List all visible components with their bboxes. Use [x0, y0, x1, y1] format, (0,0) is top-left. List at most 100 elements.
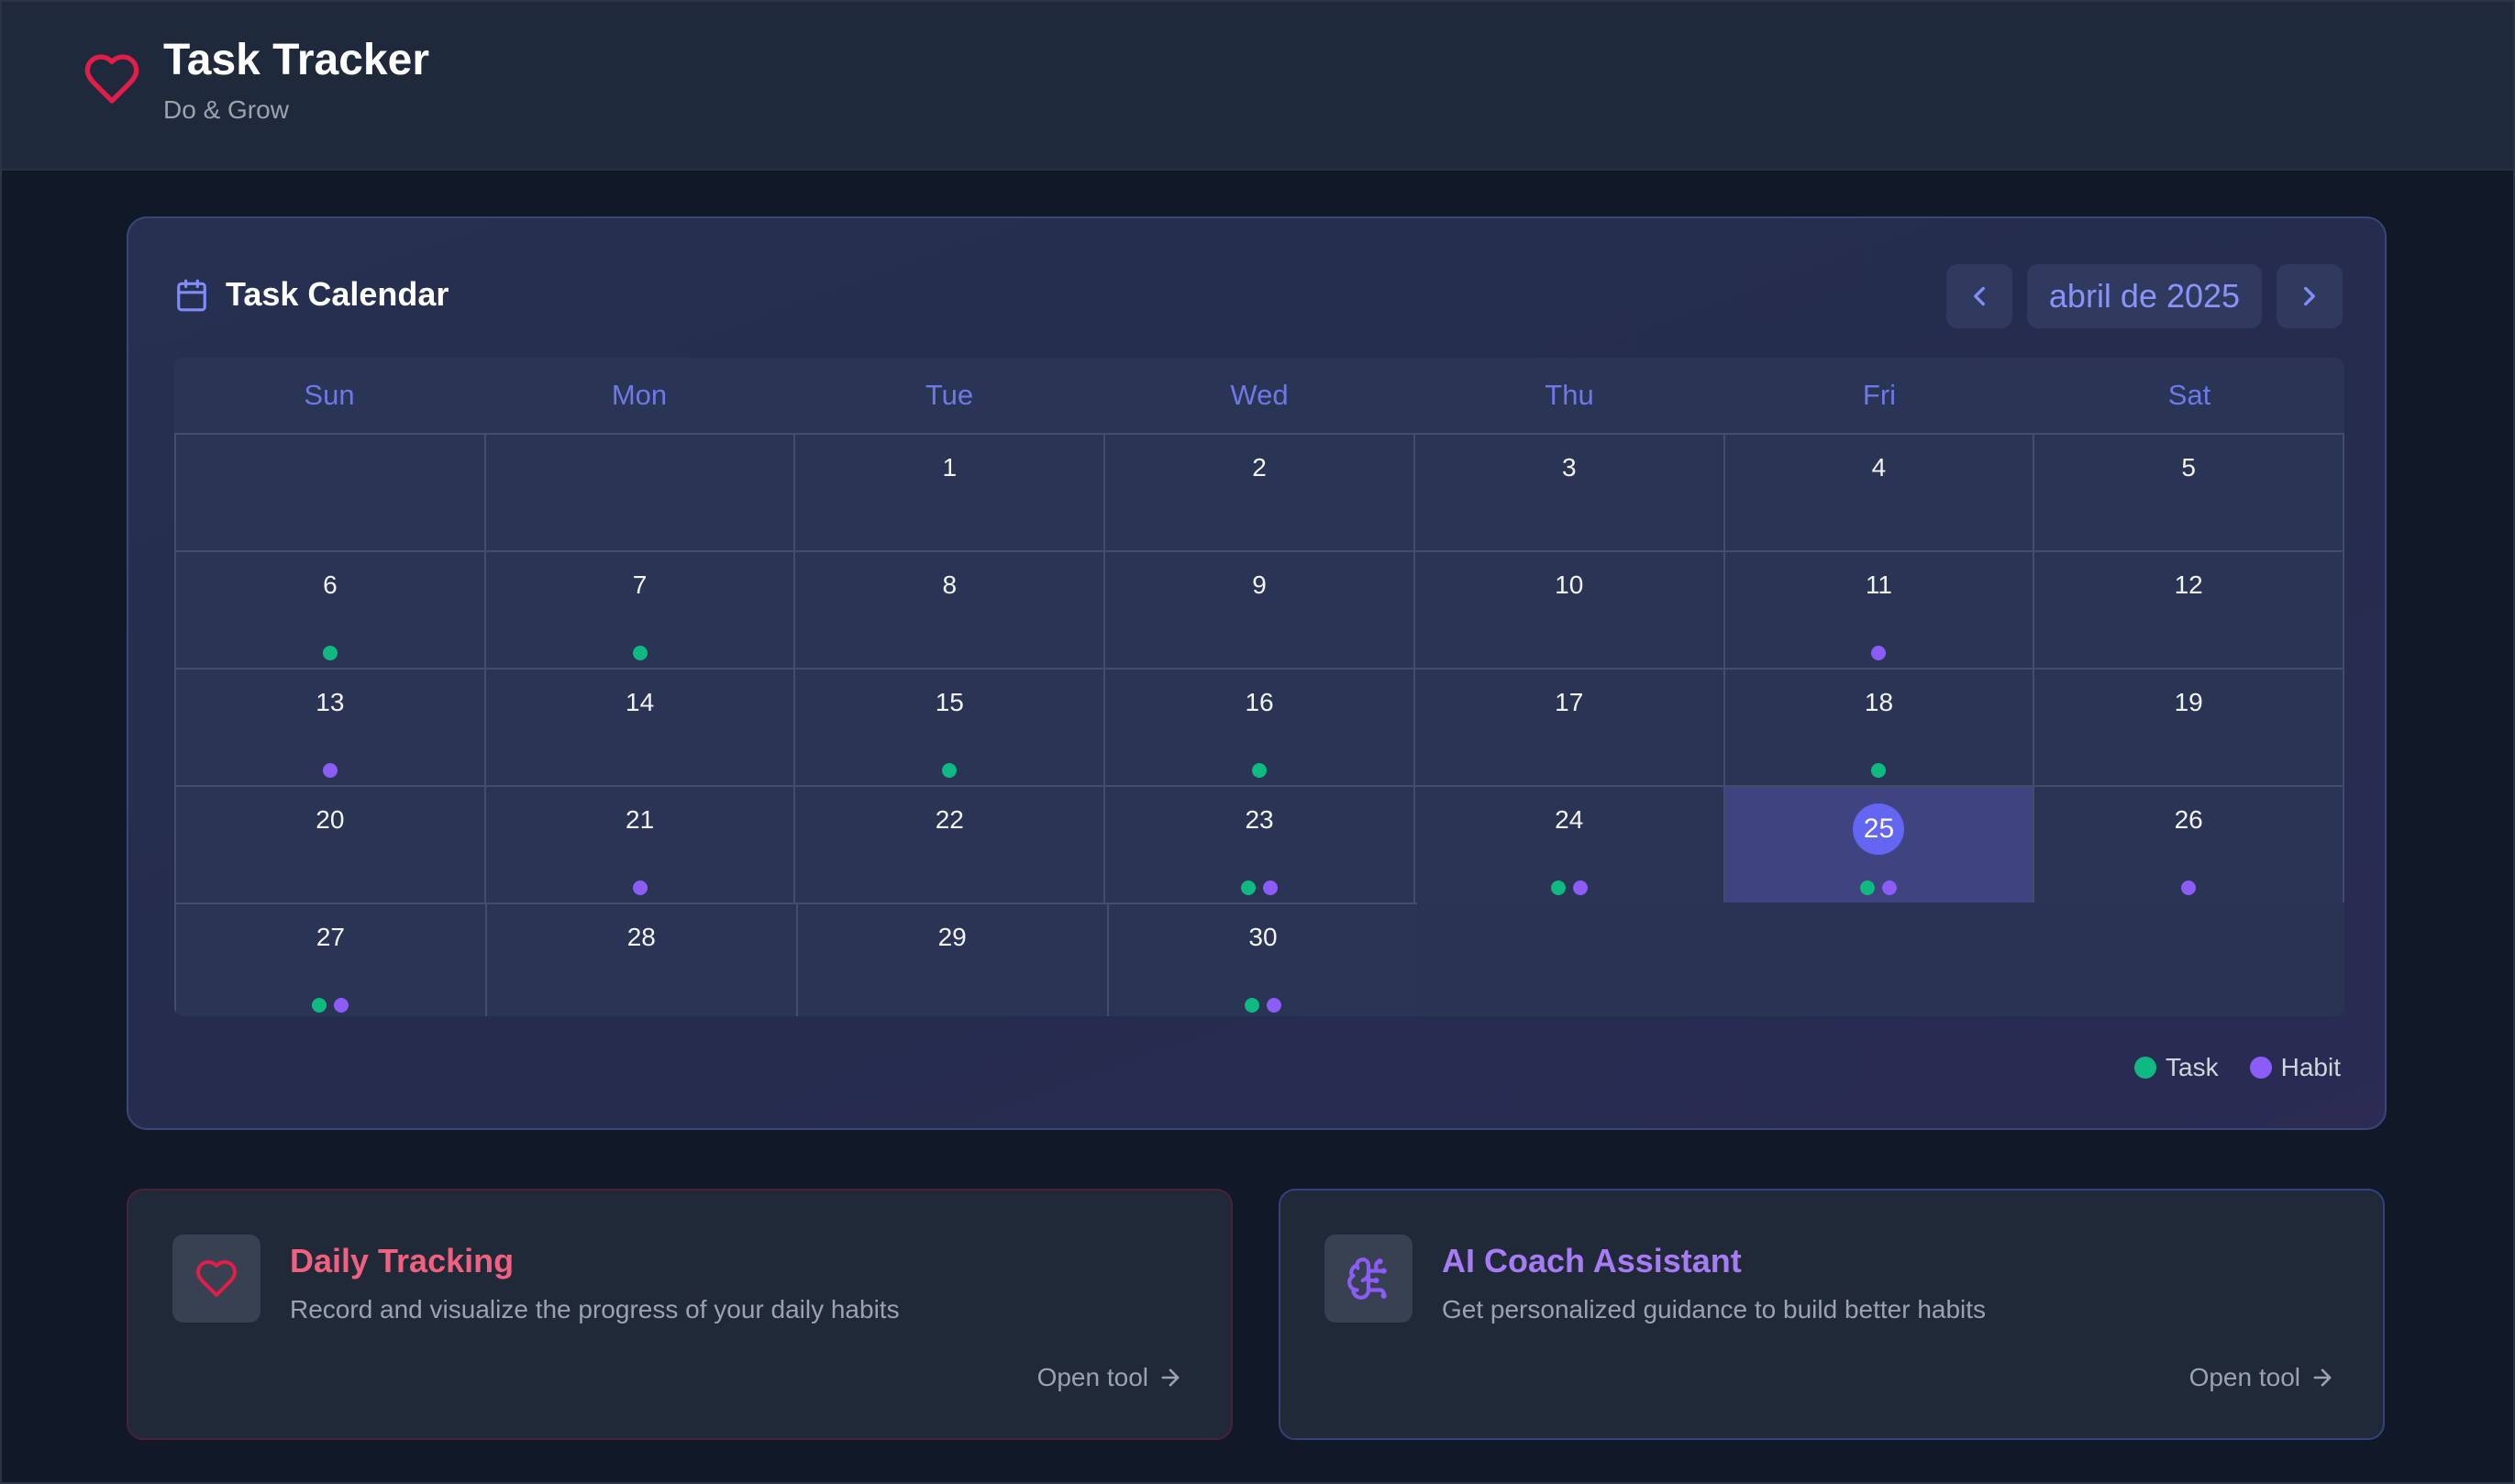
legend-task-label: Task [2166, 1053, 2219, 1081]
open-tool-link[interactable]: Open tool [1037, 1363, 1183, 1392]
legend-habit-label: Habit [2280, 1053, 2341, 1081]
open-tool-link[interactable]: Open tool [2189, 1363, 2335, 1392]
calendar-day-cell[interactable]: 30 [1106, 903, 1418, 1016]
day-number: 24 [1555, 805, 1584, 834]
habit-dot [2181, 880, 2197, 895]
calendar-day-cell[interactable]: 27 [174, 903, 485, 1016]
calendar-day-cell[interactable]: 6 [174, 550, 484, 668]
task-dot [1871, 763, 1887, 778]
calendar-day-cell[interactable]: 7 [483, 550, 794, 668]
day-number: 15 [935, 688, 964, 716]
heart-icon [84, 54, 139, 104]
current-month-label[interactable]: abril de 2025 [2027, 264, 2262, 328]
next-month-button[interactable] [2277, 264, 2343, 328]
weekday-label: Mon [611, 379, 668, 411]
day-number: 11 [1865, 570, 1892, 599]
day-number: 30 [1248, 923, 1278, 951]
calendar-empty-area [1726, 903, 2036, 1016]
day-markers [1725, 646, 2033, 660]
calendar-legend: Task Habit [2134, 1053, 2341, 1082]
calendar-week-row: 20 21 22 23 24 25 26 [174, 785, 2344, 903]
calendar-day-cell[interactable]: 26 [2033, 785, 2344, 903]
calendar-day-cell[interactable]: 13 [174, 668, 484, 785]
calendar-day-cell[interactable]: 11 [1723, 550, 2033, 668]
day-markers [176, 998, 485, 1013]
calendar-day-cell[interactable]: 17 [1413, 668, 1723, 785]
calendar-day-cell[interactable]: 10 [1413, 550, 1723, 668]
task-dot [1860, 880, 1876, 895]
habit-dot [1572, 880, 1588, 895]
day-number: 4 [1871, 453, 1887, 482]
calendar-day-cell[interactable]: 3 [1413, 433, 1723, 550]
weekday-label: Thu [1545, 379, 1594, 411]
calendar-empty-cell [174, 433, 484, 550]
calendar-day-cell[interactable]: 2 [1103, 433, 1413, 550]
day-markers [795, 763, 1103, 778]
chevron-left-icon [1974, 286, 1985, 306]
chevron-right-icon [2304, 286, 2315, 306]
heart-icon [196, 1260, 237, 1297]
calendar-day-cell[interactable]: 25 [1723, 785, 2033, 903]
day-number: 29 [937, 923, 967, 951]
calendar-day-cell[interactable]: 29 [795, 903, 1107, 1016]
day-number: 23 [1245, 805, 1274, 834]
calendar-day-cell[interactable]: 19 [2033, 668, 2344, 785]
calendar-day-cell[interactable]: 16 [1103, 668, 1413, 785]
day-number: 7 [632, 570, 648, 599]
calendar-day-cell[interactable]: 4 [1723, 433, 2033, 550]
task-dot [632, 646, 648, 660]
day-number: 8 [942, 570, 958, 599]
habit-dot [1267, 998, 1281, 1013]
day-markers [2034, 880, 2343, 895]
calendar-empty-area [1417, 903, 1727, 1016]
calendar-grid: Sun Mon Tue Wed Thu Fri Sat 1 2 3 4 5 6 7 8 9 10 1… [174, 358, 2344, 1016]
calendar-day-cell[interactable]: 14 [483, 668, 794, 785]
calendar-day-cell[interactable]: 28 [484, 903, 796, 1016]
calendar-day-cell[interactable]: 21 [483, 785, 794, 903]
calendar-day-cell[interactable]: 1 [793, 433, 1104, 550]
task-dot [322, 646, 338, 660]
ai-coach-card[interactable]: AI Coach Assistant Get personalized guid… [1279, 1189, 2385, 1440]
habit-dot [632, 880, 648, 895]
tool-title: AI Coach Assistant [1442, 1242, 1742, 1279]
day-markers [1725, 880, 2033, 895]
task-dot [312, 998, 327, 1013]
day-markers [1725, 763, 2033, 778]
calendar-week-row: 27 28 29 30 [174, 903, 2344, 1016]
day-number: 18 [1864, 688, 1894, 716]
calendar-day-cell[interactable]: 8 [793, 550, 1104, 668]
calendar-day-cell[interactable]: 24 [1413, 785, 1723, 903]
calendar-weeks: 1 2 3 4 5 6 7 8 9 10 11 12 13 14 15 16 17 18 19 20 21 22 23 24 2… [174, 433, 2344, 1016]
calendar-empty-area [2035, 903, 2344, 1016]
day-number: 2 [1252, 453, 1267, 482]
calendar-day-cell[interactable]: 12 [2033, 550, 2344, 668]
task-dot [1252, 763, 1268, 778]
calendar-day-cell[interactable]: 23 [1103, 785, 1413, 903]
previous-month-button[interactable] [1946, 264, 2012, 328]
calendar-day-cell[interactable]: 15 [793, 668, 1104, 785]
calendar-title: Task Calendar [226, 275, 449, 313]
daily-tracking-card[interactable]: Daily Tracking Record and visualize the … [127, 1189, 1233, 1440]
day-number: 27 [316, 923, 345, 951]
day-markers [486, 880, 794, 895]
tool-icon-box [172, 1235, 260, 1323]
day-number: 9 [1252, 570, 1267, 599]
calendar-day-cell[interactable]: 22 [793, 785, 1104, 903]
weekday-label: Sun [304, 379, 355, 411]
calendar-day-cell[interactable]: 20 [174, 785, 484, 903]
day-number: 13 [316, 688, 345, 716]
day-number: 26 [2174, 805, 2203, 834]
calendar-week-row: 13 14 15 16 17 18 19 [174, 668, 2344, 785]
weekday-label: Tue [925, 379, 974, 411]
task-dot [1550, 880, 1566, 895]
habit-legend-dot [2249, 1057, 2272, 1079]
calendar-day-cell[interactable]: 5 [2033, 433, 2344, 550]
arrow-right-icon [2313, 1368, 2332, 1387]
weekday-label: Fri [1862, 379, 1897, 411]
calendar-day-cell[interactable]: 18 [1723, 668, 2033, 785]
day-number: 6 [323, 570, 338, 599]
day-number: 20 [316, 805, 345, 834]
calendar-day-cell[interactable]: 9 [1103, 550, 1413, 668]
day-number: 5 [2181, 453, 2196, 482]
